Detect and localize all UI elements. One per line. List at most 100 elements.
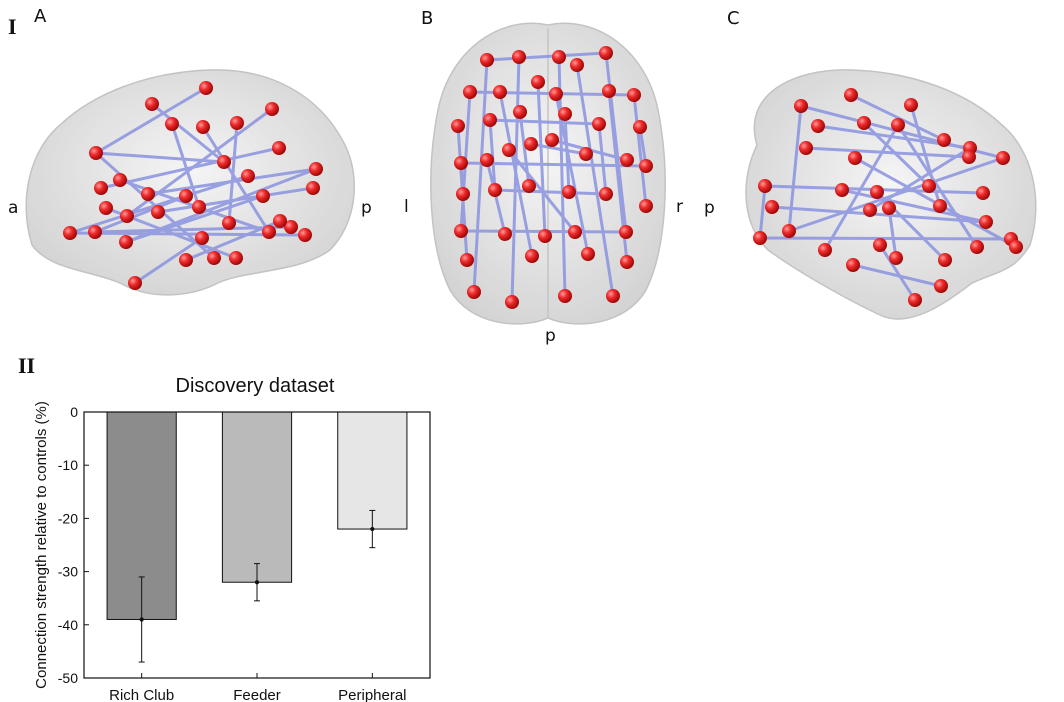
network-node bbox=[145, 97, 159, 111]
network-node bbox=[818, 243, 832, 257]
network-node bbox=[262, 225, 276, 239]
x-tick-label: Rich Club bbox=[109, 687, 174, 702]
error-bar-peripheral bbox=[369, 509, 376, 549]
network-node bbox=[846, 258, 860, 272]
panel-b-label: B bbox=[421, 8, 434, 29]
network-node bbox=[128, 276, 142, 290]
network-node bbox=[938, 253, 952, 267]
panel-b-left-label: l bbox=[404, 197, 409, 217]
network-edge bbox=[125, 194, 264, 244]
network-node bbox=[620, 255, 634, 269]
network-edge bbox=[485, 159, 507, 235]
bar-feeder bbox=[221, 411, 293, 583]
network-node bbox=[454, 156, 468, 170]
brain-panel-c-nodes bbox=[753, 88, 1023, 307]
network-node bbox=[273, 214, 287, 228]
network-node bbox=[309, 162, 323, 176]
network-node bbox=[63, 226, 77, 240]
y-tick-label: 0 bbox=[70, 404, 78, 420]
network-node bbox=[165, 117, 179, 131]
error-bars bbox=[138, 509, 376, 663]
panel-a-label: A bbox=[34, 6, 47, 27]
network-edge bbox=[852, 263, 942, 288]
part-ii-label: II bbox=[18, 353, 36, 378]
network-node bbox=[256, 189, 270, 203]
network-node bbox=[463, 85, 477, 99]
network-edge bbox=[486, 51, 607, 62]
panel-a-posterior-label: p bbox=[361, 198, 372, 218]
network-edge bbox=[887, 207, 898, 259]
part-i-label: I bbox=[8, 14, 17, 39]
network-node bbox=[199, 81, 213, 95]
network-edge bbox=[530, 142, 587, 156]
network-node bbox=[976, 186, 990, 200]
network-node bbox=[863, 203, 877, 217]
network-node bbox=[241, 169, 255, 183]
network-node bbox=[512, 50, 526, 64]
network-node bbox=[195, 231, 209, 245]
network-node bbox=[599, 187, 613, 201]
network-edge bbox=[850, 93, 945, 142]
network-edge bbox=[759, 236, 1012, 241]
network-edge bbox=[69, 174, 249, 235]
network-node bbox=[524, 137, 538, 151]
network-node bbox=[488, 183, 502, 197]
network-node bbox=[962, 150, 976, 164]
network-node bbox=[513, 105, 527, 119]
network-node bbox=[460, 253, 474, 267]
network-node bbox=[502, 143, 516, 157]
network-edge bbox=[134, 236, 203, 285]
network-node bbox=[505, 295, 519, 309]
network-edge bbox=[823, 124, 900, 251]
bars bbox=[106, 411, 408, 620]
network-node bbox=[94, 181, 108, 195]
network-node bbox=[467, 285, 481, 299]
network-node bbox=[579, 147, 593, 161]
panel-a-anterior-label: a bbox=[8, 198, 19, 218]
network-node bbox=[483, 113, 497, 127]
network-node bbox=[217, 155, 231, 169]
x-tick-label: Peripheral bbox=[338, 687, 406, 702]
network-node bbox=[1009, 240, 1023, 254]
network-node bbox=[933, 199, 947, 213]
network-node bbox=[141, 187, 155, 201]
network-node bbox=[525, 249, 539, 263]
network-node bbox=[835, 183, 849, 197]
y-tick-label: -40 bbox=[58, 617, 78, 633]
network-node bbox=[937, 133, 951, 147]
network-node bbox=[480, 153, 494, 167]
network-node bbox=[970, 240, 984, 254]
network-node bbox=[599, 46, 613, 60]
panel-c-posterior-label: p bbox=[704, 198, 715, 218]
brain-panel-b bbox=[430, 22, 666, 325]
network-node bbox=[904, 98, 918, 112]
network-node bbox=[811, 119, 825, 133]
network-node bbox=[870, 185, 884, 199]
panel-c-label: C bbox=[727, 8, 740, 29]
network-edge bbox=[841, 188, 987, 224]
network-node bbox=[873, 238, 887, 252]
network-node bbox=[192, 200, 206, 214]
network-edge bbox=[575, 64, 615, 297]
bar-peripheral bbox=[337, 411, 408, 530]
network-edge bbox=[536, 81, 547, 237]
network-edge bbox=[563, 113, 571, 193]
network-node bbox=[230, 116, 244, 130]
network-node bbox=[844, 88, 858, 102]
network-node bbox=[581, 247, 595, 261]
network-node bbox=[284, 220, 298, 234]
panel-b-right-label: r bbox=[676, 197, 683, 217]
panel-b-posterior-label: p bbox=[545, 326, 556, 346]
y-tick-label: -50 bbox=[58, 670, 78, 686]
network-edge bbox=[494, 188, 607, 196]
network-node bbox=[979, 215, 993, 229]
network-node bbox=[119, 235, 133, 249]
network-edge bbox=[157, 186, 314, 214]
network-node bbox=[934, 279, 948, 293]
network-edge bbox=[862, 121, 931, 188]
network-node bbox=[570, 58, 584, 72]
network-node bbox=[889, 251, 903, 265]
network-node bbox=[908, 293, 922, 307]
network-node bbox=[765, 200, 779, 214]
network-node bbox=[799, 141, 813, 155]
